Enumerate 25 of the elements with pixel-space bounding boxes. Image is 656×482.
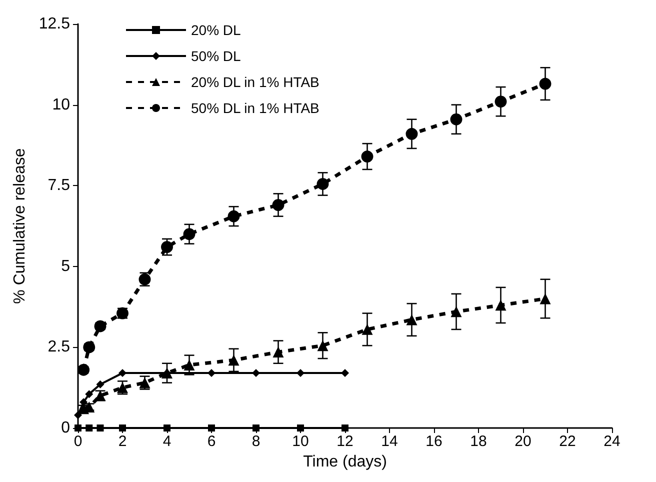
x-tick-label: 4 <box>162 433 172 450</box>
x-tick-label: 20 <box>514 433 532 450</box>
x-tick-label: 12 <box>336 433 354 450</box>
y-tick-label: 2.5 <box>48 338 70 356</box>
x-tick-label: 14 <box>381 433 398 450</box>
y-tick-label: 0 <box>61 420 70 436</box>
x-axis-title: Time (days) <box>303 453 387 470</box>
legend-label: 50% DL <box>191 48 242 64</box>
x-tick-label: 2 <box>118 433 127 450</box>
legend-label: 50% DL in 1% HTAB <box>191 100 320 116</box>
legend-label: 20% DL <box>191 22 242 38</box>
y-axis-title: % Cumulative release <box>11 148 28 304</box>
x-tick-label: 18 <box>470 433 487 450</box>
x-tick-label: 10 <box>292 433 309 450</box>
y-tick-label: 12.5 <box>38 16 70 32</box>
x-tick-label: 0 <box>74 433 82 450</box>
legend-label: 20% DL in 1% HTAB <box>191 74 320 90</box>
y-tick-label: 5 <box>61 258 70 275</box>
y-tick-label: 7.5 <box>48 177 70 194</box>
x-tick-label: 16 <box>426 433 442 450</box>
x-tick-label: 24 <box>604 433 620 450</box>
x-tick-label: 6 <box>207 433 216 450</box>
x-tick-label: 22 <box>559 433 576 450</box>
y-tick-label: 10 <box>52 96 70 114</box>
x-tick-label: 8 <box>252 433 260 450</box>
